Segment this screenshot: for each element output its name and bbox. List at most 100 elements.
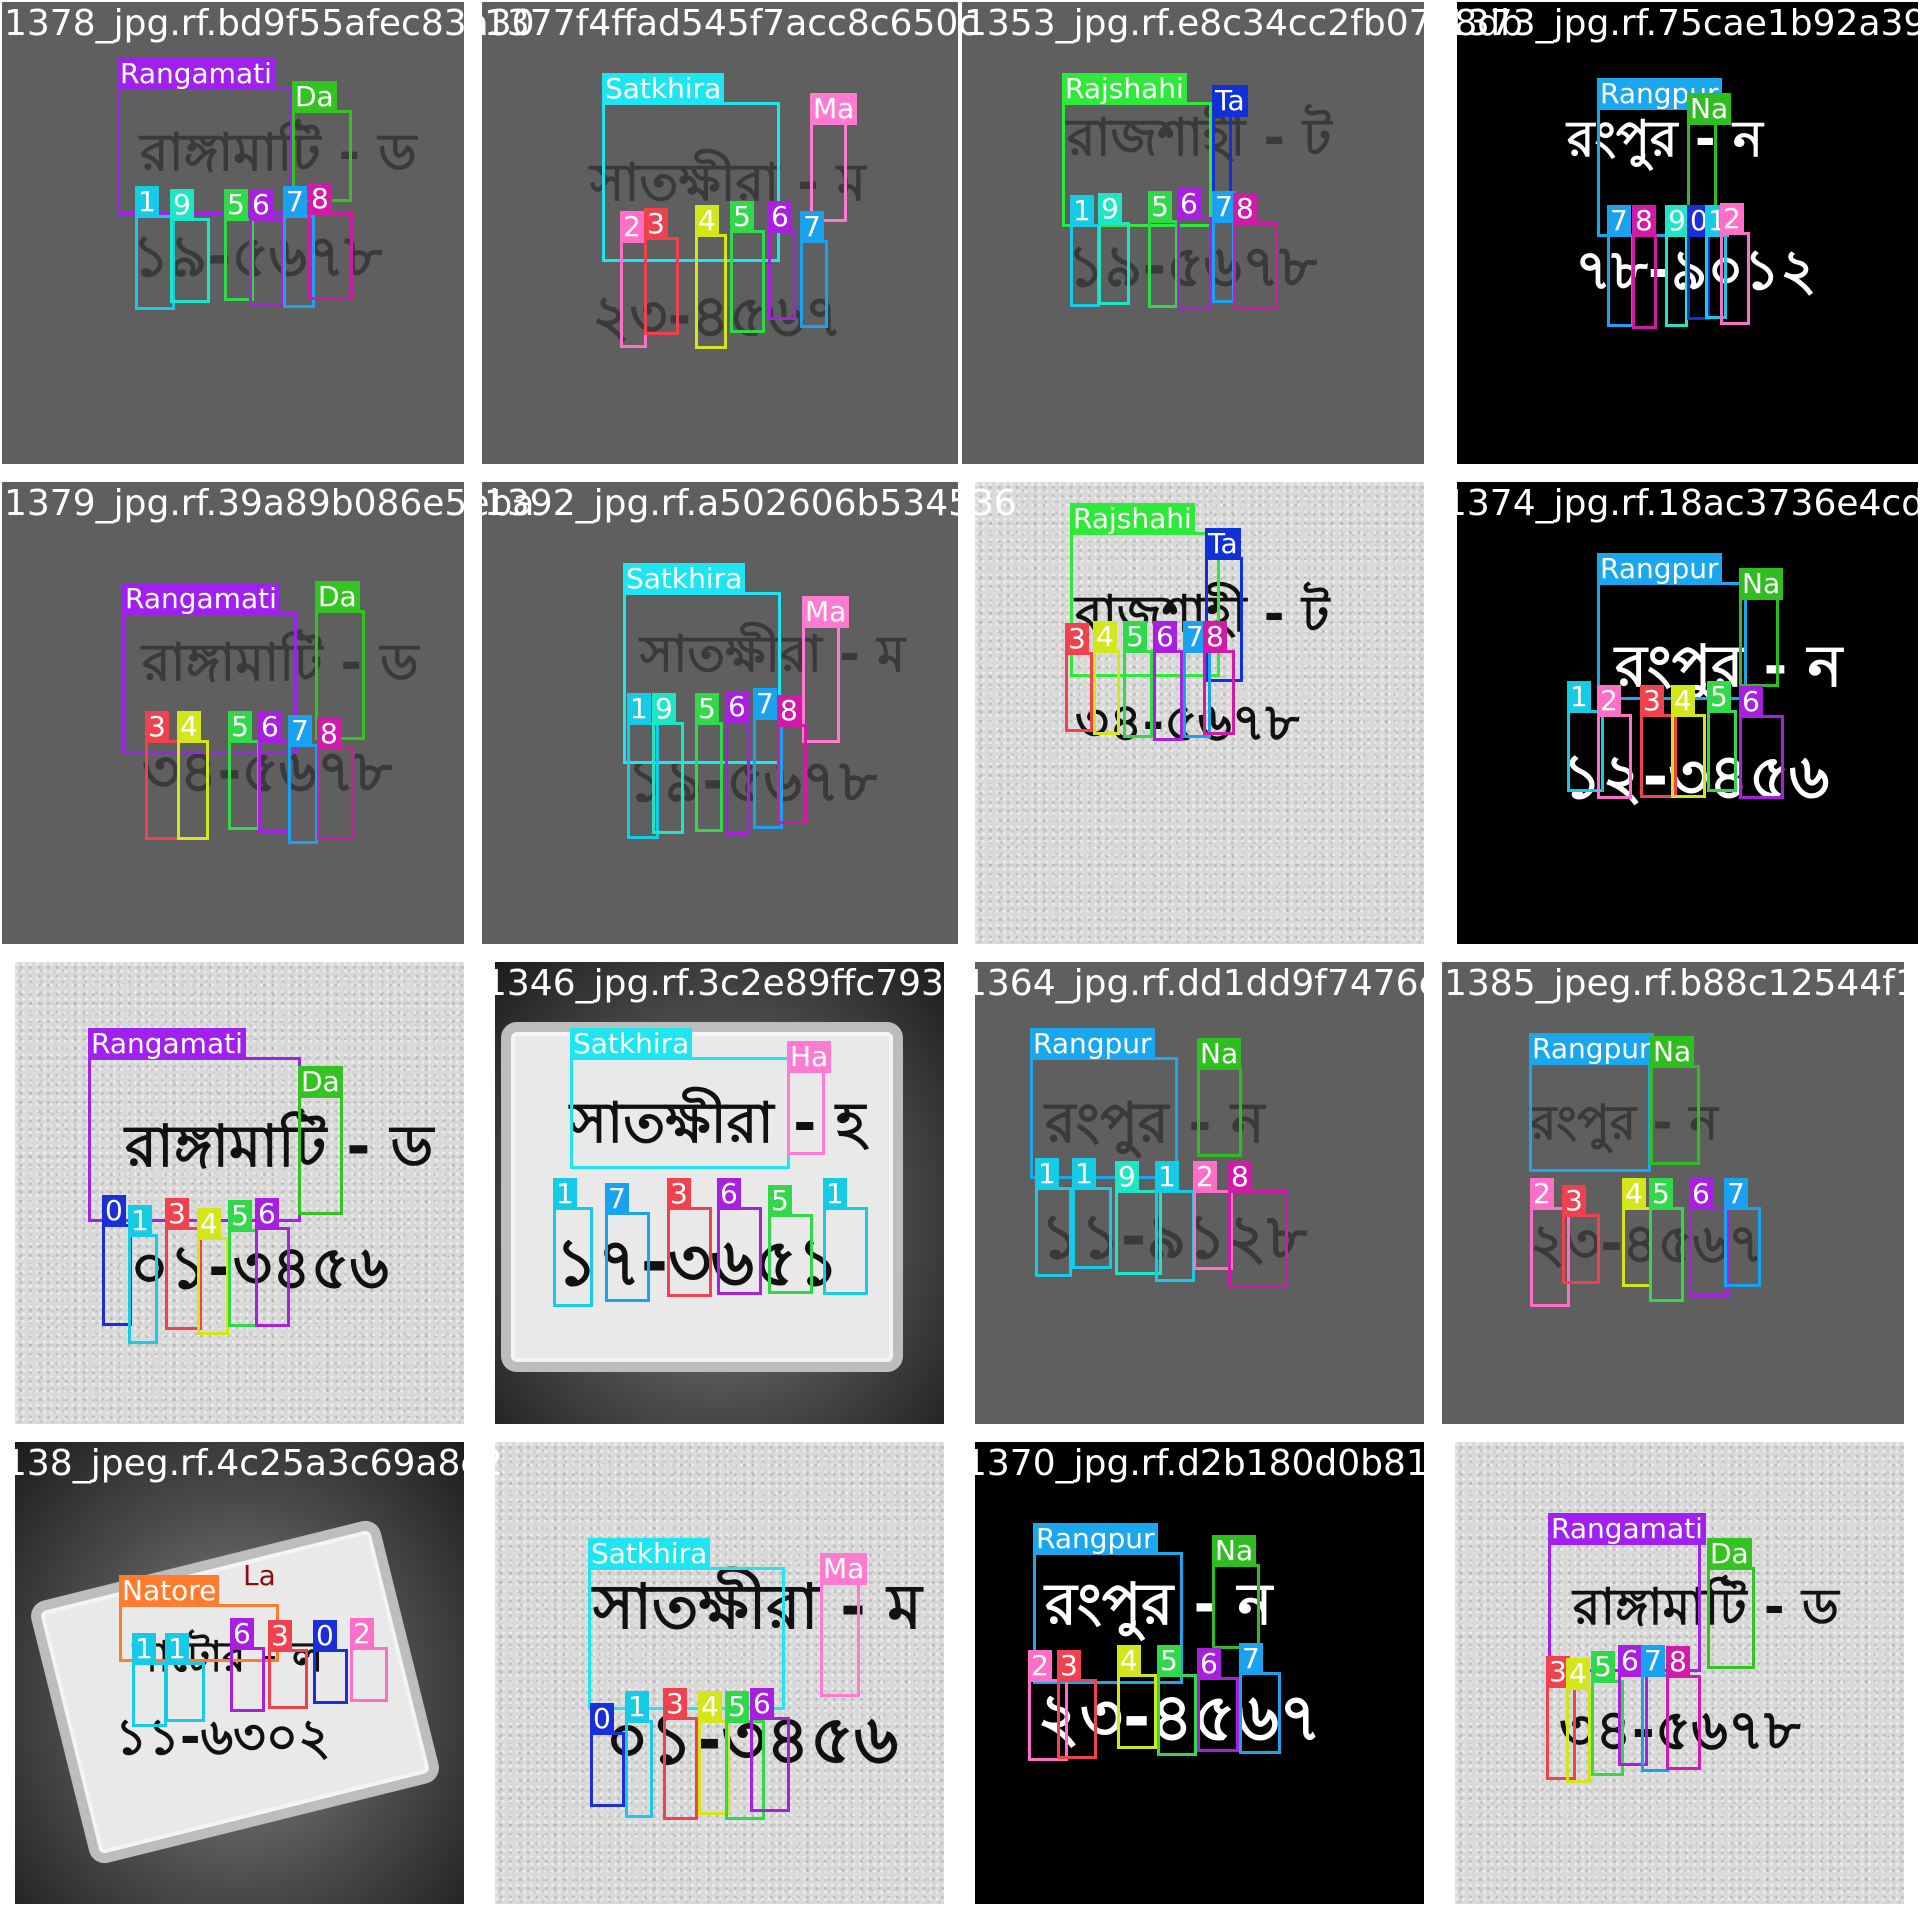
detection-box: Rangamati xyxy=(122,583,297,754)
detection-label: Satkhira xyxy=(570,1028,693,1060)
image-tile: রাজশাহী - ট ৩৪-৫৬৭৮ Rajshahi Ta 3 4 5 6 7 8 xyxy=(975,482,1424,944)
detection-label: 1 xyxy=(165,1633,189,1665)
detection-box: Satkhira xyxy=(623,563,781,764)
detection-label: Ma xyxy=(802,596,850,628)
detection-label: 7 xyxy=(605,1183,629,1215)
detection-label: 1 xyxy=(135,186,159,218)
image-tile: সাতক্ষীরা - হ ১৭-৩৬৫১ Satkhira Ha 1 7 3 6 5 1 xyxy=(495,962,944,1424)
detection-label: 6 xyxy=(1153,621,1177,653)
detection-label: 5 xyxy=(1148,191,1172,223)
detection-label: 6 xyxy=(1618,1645,1642,1677)
detection-box: 7 xyxy=(1641,1645,1669,1772)
detection-box: Da xyxy=(292,81,352,202)
detection-box: 1 xyxy=(1072,1158,1112,1269)
detection-label: 6 xyxy=(750,1688,774,1720)
detection-label: 8 xyxy=(1666,1646,1690,1678)
detection-box: 7 xyxy=(288,715,318,844)
image-tile: রাঙ্গামাটি - ড ০১-৩৪৫৬ Rangamati Da 0 1 3 4 5 6 xyxy=(15,962,464,1424)
detection-box: Na xyxy=(1687,93,1732,232)
detection-label: 1 xyxy=(627,693,651,725)
detection-box: 6 xyxy=(768,201,796,320)
detection-label: Na xyxy=(1687,93,1732,125)
detection-box: Ma xyxy=(802,596,850,743)
detection-box: 1 xyxy=(135,186,175,310)
detection-label: 2 xyxy=(1193,1161,1217,1193)
detection-label: 9 xyxy=(652,693,676,725)
detection-label: 8 xyxy=(777,695,801,727)
detection-label: Na xyxy=(1739,568,1784,600)
detection-label: 8 xyxy=(1233,193,1257,225)
plate-number-text: ৩৪-৫৬৭৮ xyxy=(1559,1698,1801,1763)
detection-box: Rangamati xyxy=(1548,1513,1706,1672)
detection-label: 8 xyxy=(1203,621,1227,653)
detection-label: 3 xyxy=(663,1688,687,1720)
detection-label: Rangamati xyxy=(117,58,275,90)
plate-district-text: রংপুর - ন xyxy=(1045,1570,1273,1638)
detection-label: 1 xyxy=(1155,1161,1179,1193)
detection-label: 4 xyxy=(197,1208,221,1240)
detection-label: 2 xyxy=(1530,1178,1554,1210)
detection-box: 6 xyxy=(1153,621,1183,741)
detection-box: Da xyxy=(298,1066,343,1215)
image-tile: রাঙ্গামাটি - ড ১৯-৫৬৭৮ Rangamati Da 1 9 5 6 7 8 xyxy=(2,2,464,464)
detection-label: Rangpur xyxy=(1597,553,1722,585)
image-tile: সাতক্ষীরা - ম ২৩-৪৫৬৭ Satkhira Ma 2 3 4 5 6 7 xyxy=(482,2,958,464)
detection-label: 5 xyxy=(1591,1651,1615,1683)
plate-district-text: রাঙ্গামাটি - ড xyxy=(140,123,417,183)
detection-label: 6 xyxy=(249,189,273,221)
detection-box: 3 xyxy=(165,1198,202,1330)
detection-box: Rangamati xyxy=(117,58,293,215)
detection-box: 1 xyxy=(1567,681,1604,792)
detection-box: 8 xyxy=(1233,193,1278,310)
detection-label: 0 xyxy=(1687,205,1711,237)
detection-label: 8 xyxy=(308,183,332,215)
detection-label: 5 xyxy=(725,1691,749,1723)
detection-box: 3 xyxy=(268,1620,308,1709)
image-tile: রংপুর - ন ৭৮-৯০১২ Rangpur Na 7 8 9 0 1 2 xyxy=(1457,2,1918,464)
detection-box: 2 xyxy=(620,211,647,348)
detection-label: 4 xyxy=(698,1691,722,1723)
detection-box: 7 xyxy=(1183,621,1211,738)
detection-label: 5 xyxy=(224,189,248,221)
detection-box: 3 xyxy=(1562,1185,1600,1284)
detection-label: 3 xyxy=(165,1198,189,1230)
detection-box: Ta xyxy=(1205,528,1243,682)
detection-label: 3 xyxy=(1562,1185,1586,1217)
image-tile: রাঙ্গামাটি - ড ৩৪-৫৬৭৮ Rangamati Da 3 4 5 6 7 8 xyxy=(1455,1442,1904,1904)
detection-box: 5 xyxy=(1123,621,1153,738)
detection-label: Rangpur xyxy=(1033,1523,1158,1555)
detection-box: Rajshahi xyxy=(1062,73,1212,227)
detection-label: 8 xyxy=(1632,205,1656,237)
detection-label: 3 xyxy=(145,711,169,743)
detection-box: 1 xyxy=(625,1691,653,1818)
detection-label: 6 xyxy=(717,1178,741,1210)
plate-number-text: ৭৮-৯০১২ xyxy=(1575,238,1817,303)
detection-label: Na xyxy=(1650,1036,1695,1068)
image-tile: রংপুর - ন ২৩-৪৫৬৭ Rangpur Na 2 3 4 5 6 7 xyxy=(975,1442,1424,1904)
detection-label: 7 xyxy=(283,186,307,218)
detection-box: 4 xyxy=(1671,685,1706,798)
detection-box: 6 xyxy=(1689,1178,1729,1297)
detection-label: 9 xyxy=(1098,193,1122,225)
detection-box: 5 xyxy=(228,711,260,830)
detection-label: 4 xyxy=(695,205,719,237)
plate-district-text: সাতক্ষীরা - হ xyxy=(570,1091,866,1156)
detection-box: 4 xyxy=(177,711,209,840)
plate-number-text: ৩৪-৫৬৭৮ xyxy=(1075,693,1300,753)
detection-label: 8 xyxy=(317,718,341,750)
detection-box: 7 xyxy=(605,1183,650,1302)
detection-label: 6 xyxy=(768,201,792,233)
detection-label: 3 xyxy=(667,1178,691,1210)
detection-box: 9 xyxy=(1115,1161,1162,1275)
detection-box: 0 xyxy=(590,1703,625,1807)
image-tile: রংপুর - ন ২৩-৪৫৬৭ Rangpur Na 2 3 4 5 6 7 xyxy=(1442,962,1904,1424)
detection-box: Satkhira xyxy=(602,73,780,262)
detection-box: 6 xyxy=(1197,1648,1239,1752)
plate-number-text: ১১-৯১২৮ xyxy=(1040,1200,1308,1273)
detection-label: Rangpur xyxy=(1529,1033,1654,1065)
detection-label: Na xyxy=(1212,1535,1257,1567)
detection-label: 5 xyxy=(1157,1645,1181,1677)
detection-box: 3 xyxy=(145,711,180,840)
detection-label: 1 xyxy=(625,1691,649,1723)
